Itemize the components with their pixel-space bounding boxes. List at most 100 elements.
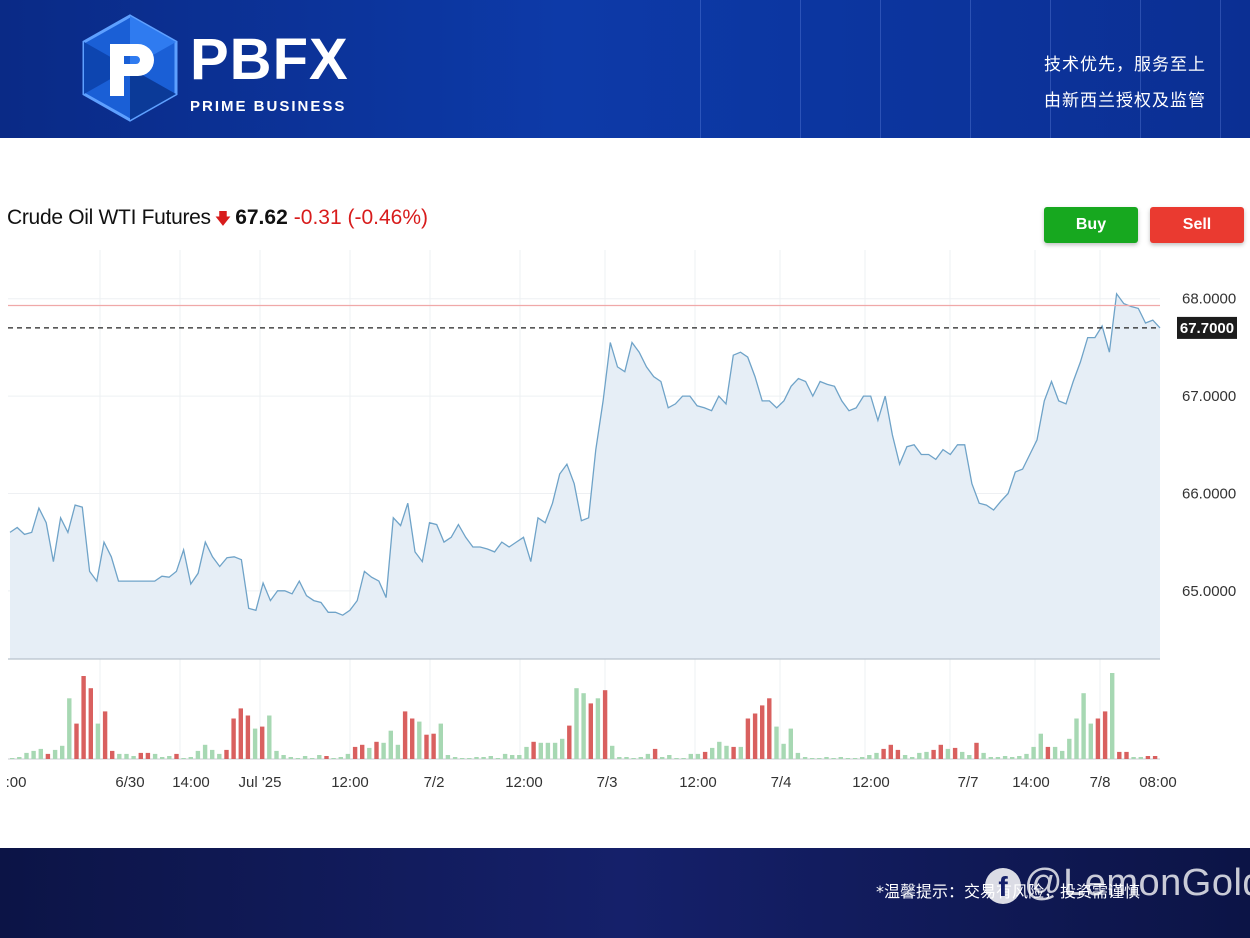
volume-bar xyxy=(845,758,851,759)
volume-bar xyxy=(452,757,458,759)
volume-bar xyxy=(488,756,493,759)
x-tick-label: :00 xyxy=(6,774,27,791)
volume-bar xyxy=(931,749,936,759)
volume-bar xyxy=(638,757,643,759)
volume-bar xyxy=(902,755,908,759)
volume-bar xyxy=(360,744,365,759)
volume-bar xyxy=(574,688,579,759)
volume-bar xyxy=(238,708,243,759)
volume-bar xyxy=(817,758,822,759)
volume-bar xyxy=(402,711,408,759)
price-chart[interactable]: 68.0000 67.0000 66.0000 65.0000 67.7000 :00… xyxy=(0,250,1250,800)
buy-button[interactable]: Buy xyxy=(1044,207,1138,243)
price-area-fill xyxy=(10,293,1160,659)
volume-bar xyxy=(410,718,415,759)
x-tick-label: 7/7 xyxy=(958,774,979,791)
volume-bar xyxy=(417,721,422,759)
volume-bar xyxy=(95,723,101,759)
volume-bar xyxy=(781,743,786,759)
volume-bar xyxy=(1081,693,1086,759)
header-decor-line xyxy=(1140,0,1141,138)
volume-bar xyxy=(567,725,572,759)
volume-bar xyxy=(552,742,558,759)
header-decor-line xyxy=(880,0,881,138)
volume-bar xyxy=(710,747,715,759)
y-tick-label: 66.0000 xyxy=(1182,485,1236,502)
x-tick-label: 12:00 xyxy=(505,774,543,791)
x-tick-label: 7/8 xyxy=(1090,774,1111,791)
volume-bar xyxy=(917,752,922,759)
volume-bar xyxy=(445,755,451,759)
volume-bar xyxy=(1074,718,1079,759)
volume-bar xyxy=(31,750,36,759)
volume-bar xyxy=(588,703,593,759)
sell-button[interactable]: Sell xyxy=(1150,207,1244,243)
volume-bar xyxy=(267,715,272,759)
volume-bar xyxy=(531,741,536,759)
volume-bar xyxy=(824,757,829,759)
volume-bar xyxy=(745,718,751,759)
volume-bar xyxy=(831,758,836,759)
volume-bar xyxy=(74,723,79,759)
volume-bar xyxy=(1110,673,1115,759)
volume-bar xyxy=(260,726,265,759)
volume-bar xyxy=(131,756,136,759)
volume-bar xyxy=(295,758,301,759)
volume-bar xyxy=(17,757,22,759)
volume-bar xyxy=(217,753,222,759)
watermark-text: @LemonGold xyxy=(1024,862,1250,904)
x-tick-label: 6/30 xyxy=(115,774,144,791)
volume-bar xyxy=(610,745,615,759)
volume-bar xyxy=(874,752,879,759)
header-decor-line xyxy=(970,0,971,138)
volume-bar xyxy=(381,742,386,759)
volume-bar xyxy=(374,741,379,759)
volume-bar xyxy=(1045,746,1051,759)
volume-bar xyxy=(645,753,651,759)
volume-bar xyxy=(760,705,765,759)
volume-bar xyxy=(324,756,329,759)
volume-bar xyxy=(1138,757,1143,759)
volume-bar xyxy=(110,750,115,759)
volume-bar xyxy=(938,744,943,759)
volume-bar xyxy=(231,718,236,759)
volume-bar xyxy=(617,757,622,759)
volume-bar xyxy=(45,753,51,759)
volume-bar xyxy=(317,755,322,759)
x-tick-label: 7/2 xyxy=(424,774,445,791)
volume-bar xyxy=(145,752,151,759)
volume-bar xyxy=(202,744,208,759)
volume-bar xyxy=(88,688,93,759)
brand-tagline: PRIME BUSINESS xyxy=(190,98,347,115)
volume-bar xyxy=(810,758,815,759)
volume-bar xyxy=(338,757,343,759)
volume-bar xyxy=(795,752,801,759)
volume-bar xyxy=(660,757,665,759)
volume-bar xyxy=(595,698,601,759)
volume-bar xyxy=(224,749,229,759)
volume-bar xyxy=(424,734,429,759)
volume-bar xyxy=(945,748,951,759)
volume-bar xyxy=(210,749,215,759)
volume-bars xyxy=(10,673,1158,759)
volume-bar xyxy=(545,742,551,759)
volume-bar xyxy=(1060,750,1065,759)
slogan-line-2: 由新西兰授权及监管 xyxy=(1044,91,1206,111)
volume-bar xyxy=(1038,733,1043,759)
y-tick-label: 65.0000 xyxy=(1182,583,1236,600)
volume-bar xyxy=(952,747,958,759)
brand-header: PBFX PRIME BUSINESS 技术优先，服务至上 由新西兰授权及监管 xyxy=(0,0,1250,138)
volume-bar xyxy=(738,746,743,759)
volume-bar xyxy=(160,757,165,759)
volume-bar xyxy=(431,733,436,759)
volume-bar xyxy=(152,753,158,759)
volume-bar xyxy=(524,746,529,759)
volume-bar xyxy=(481,757,486,759)
volume-bar xyxy=(674,758,679,759)
volume-bar xyxy=(174,753,179,759)
current-price-tag: 67.7000 xyxy=(1177,316,1237,339)
brand-name: PBFX xyxy=(190,27,349,92)
volume-bar xyxy=(867,755,872,759)
x-tick-label: 12:00 xyxy=(679,774,717,791)
volume-bar xyxy=(688,753,693,759)
